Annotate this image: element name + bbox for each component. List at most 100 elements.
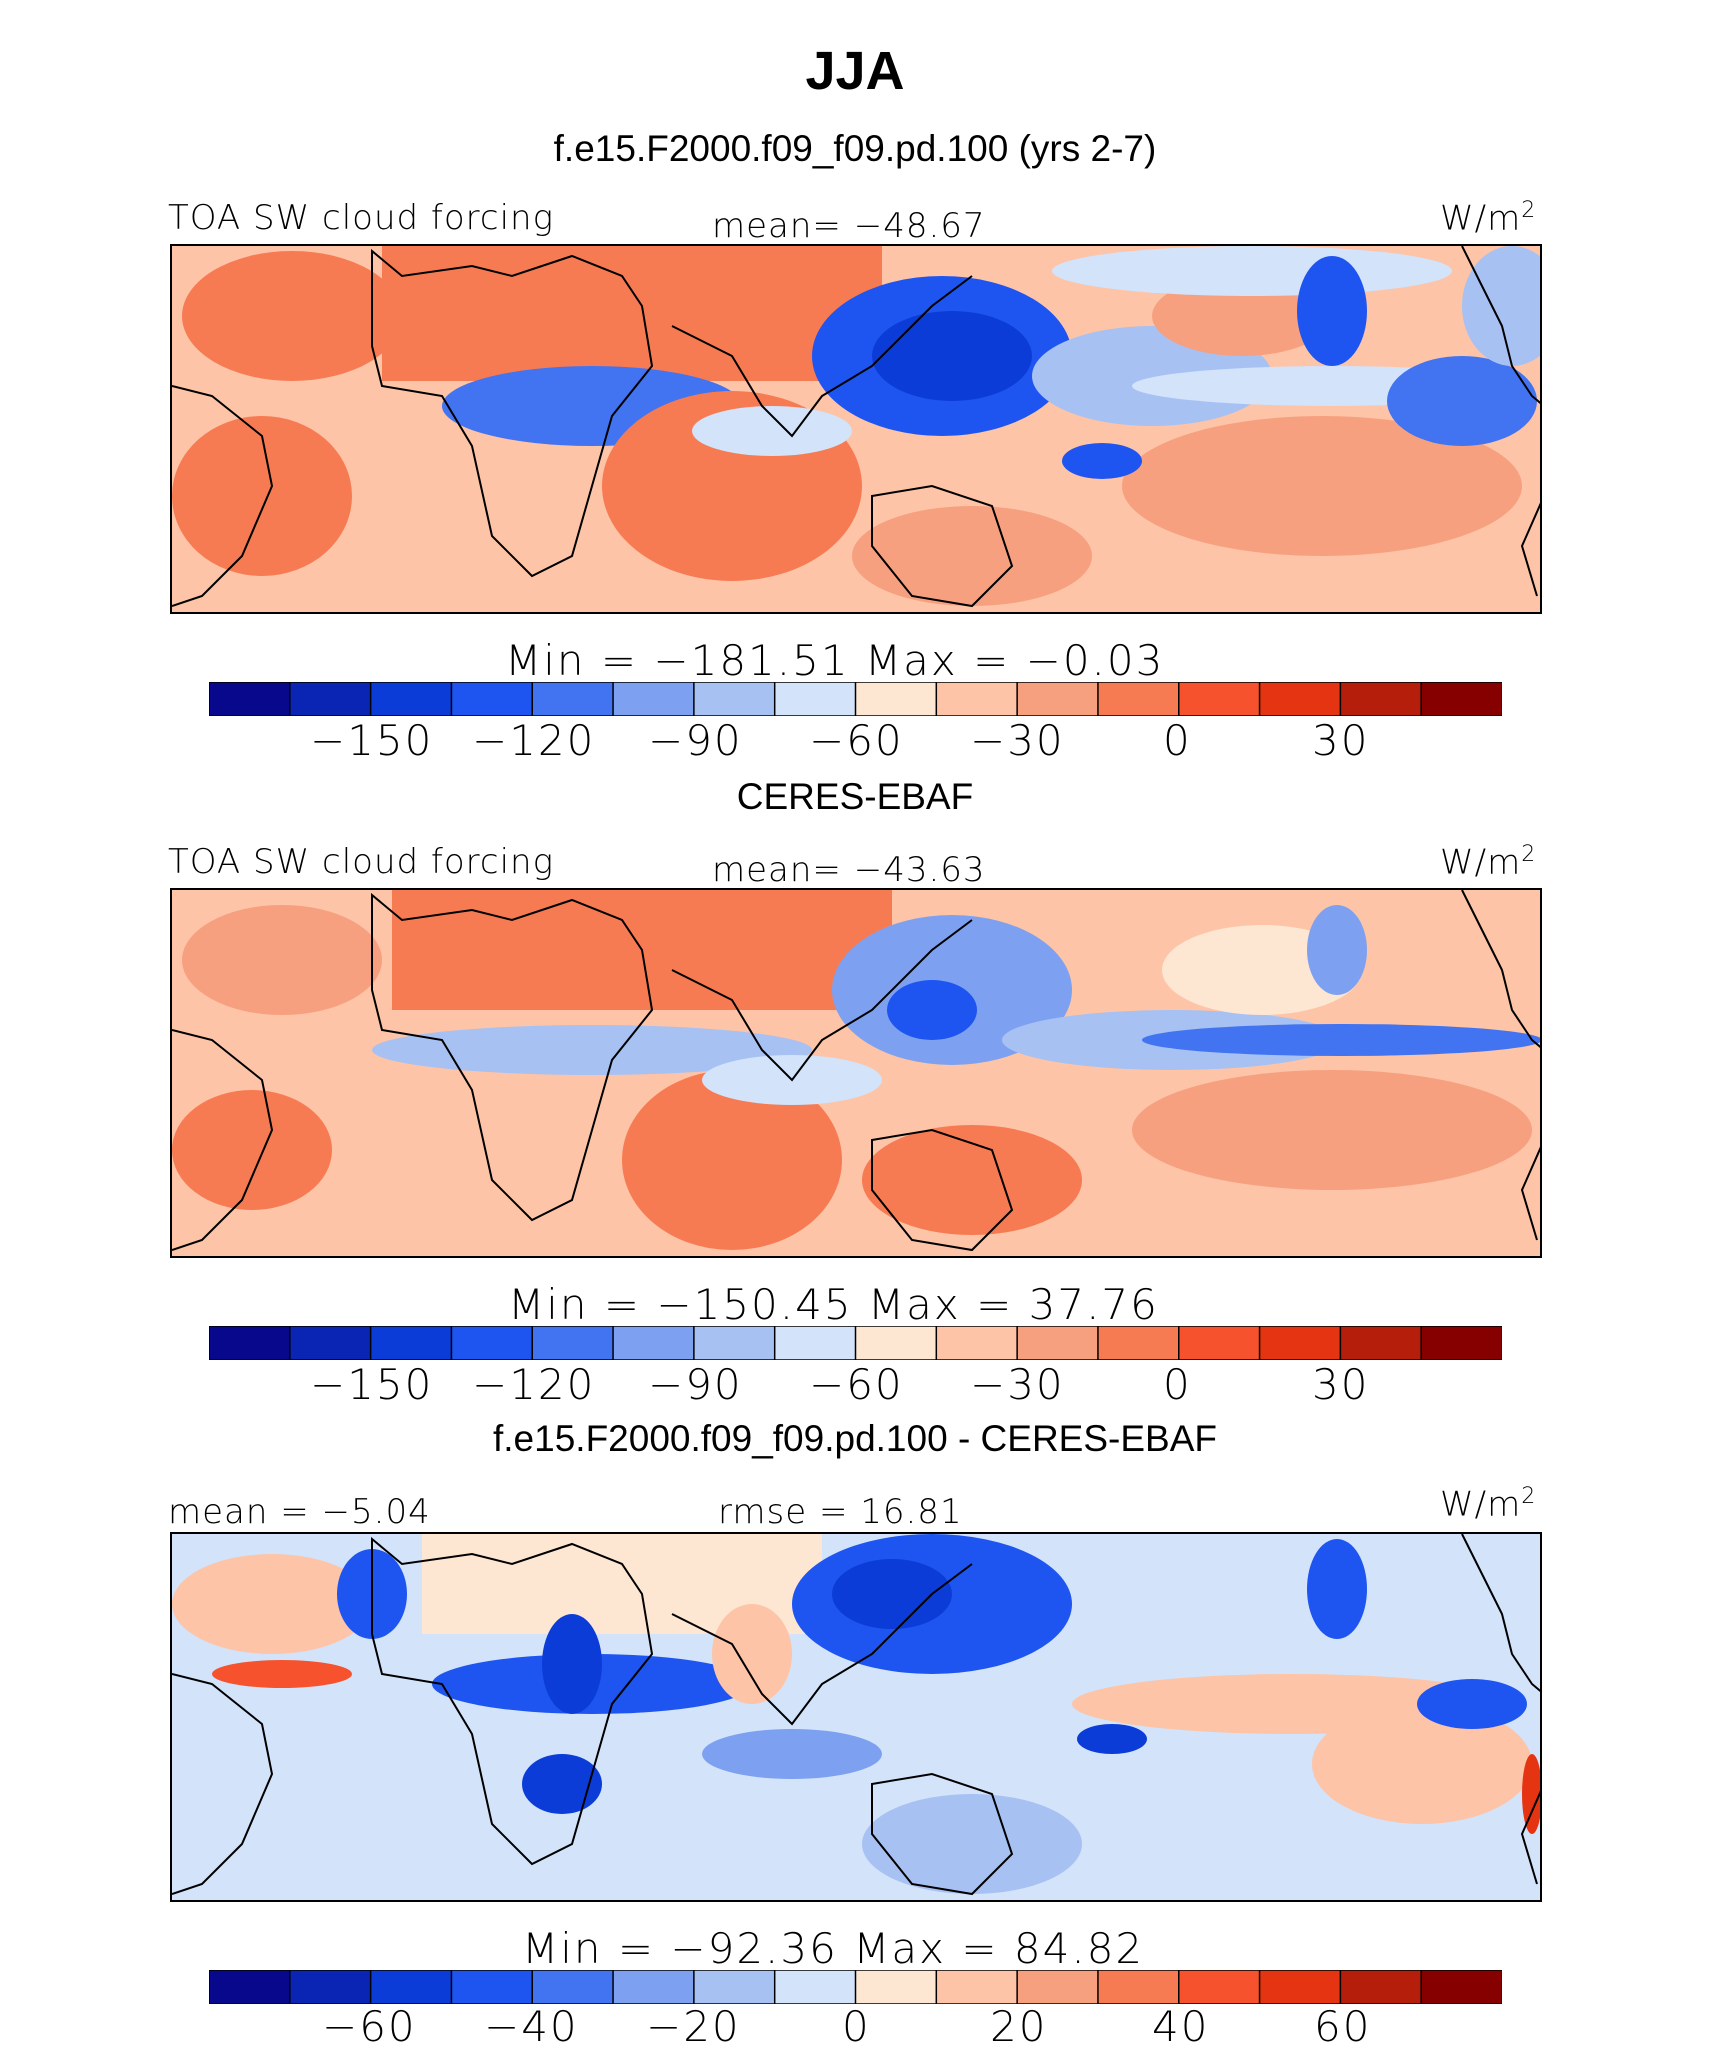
panel1-colorbar-swatch-6 — [693, 682, 776, 716]
panel2-colorbar-swatch-15 — [1420, 1326, 1502, 1360]
panel1-coast-peru — [1520, 502, 1540, 597]
panel1-patch-epac — [1122, 416, 1522, 556]
panel1-colorbar-swatch-1 — [289, 682, 372, 716]
panel1-mean-label: mean= −48.67 — [712, 206, 986, 246]
panel1-map — [170, 244, 1542, 614]
panel3-tick-6: 60 — [1314, 2002, 1372, 2051]
panel1-colorbar-swatch-5 — [612, 682, 696, 716]
panel2-colorbar-swatch-12 — [1178, 1326, 1261, 1360]
panel1-tick-2: −90 — [648, 716, 743, 765]
panel2-tick-5: 0 — [1163, 1360, 1192, 1409]
panel2-minmax: Min = −150.45 Max = 37.76 — [508, 1280, 1159, 1329]
panel1-patch-centam — [1387, 356, 1537, 446]
panel2-map-svg — [172, 890, 1540, 1256]
panel3-patch-natl-band — [212, 1660, 352, 1688]
panel2-tick-0: −150 — [310, 1360, 434, 1409]
panel2-patch-epac — [1132, 1070, 1532, 1190]
panel3-colorbar-swatch-14 — [1339, 1970, 1423, 2004]
panel3-colorbar-swatch-3 — [450, 1970, 534, 2004]
panel2-tick-2: −90 — [648, 1360, 743, 1409]
panel2-colorbar-swatch-1 — [289, 1326, 372, 1360]
panel2-colorbar-swatch-7 — [773, 1326, 857, 1360]
panel2-variable-label: TOA SW cloud forcing — [168, 842, 554, 882]
panel3-colorbar-swatch-5 — [612, 1970, 696, 2004]
panel1-coast-australia — [871, 484, 1014, 608]
panel2-coast-asia — [671, 919, 973, 1082]
panel1-colorbar-swatch-14 — [1339, 682, 1423, 716]
panel3-tick-3: 0 — [842, 2002, 871, 2051]
panel2-patch-calif — [1307, 905, 1367, 995]
panel3-units-sup: 2 — [1521, 1484, 1537, 1509]
panel3-coast-samerica — [172, 1673, 274, 1895]
panel3-tick-1: −40 — [484, 2002, 579, 2051]
panel2-map — [170, 888, 1542, 1258]
panel1-colorbar-swatch-8 — [854, 682, 938, 716]
panel1-minmax: Min = −181.51 Max = −0.03 — [505, 636, 1165, 685]
panel3-patch-monsoon-core — [832, 1559, 952, 1629]
panel3-tick-4: 20 — [990, 2002, 1048, 2051]
panel2-colorbar-swatch-10 — [1016, 1326, 1100, 1360]
panel3-coast-africa — [371, 1536, 654, 1866]
panel2-colorbar-swatch-5 — [612, 1326, 696, 1360]
panel2-tick-4: −30 — [970, 1360, 1065, 1409]
panel2-tick-1: −120 — [472, 1360, 596, 1409]
panel2-units-sup: 2 — [1521, 842, 1537, 867]
panel3-colorbar-swatch-6 — [693, 1970, 776, 2004]
panel3-colorbar-swatch-8 — [854, 1970, 938, 2004]
panel1-tick-6: 30 — [1312, 716, 1370, 765]
panel3-patch-australia — [862, 1794, 1082, 1894]
panel1-colorbar-swatch-7 — [773, 682, 857, 716]
figure-title: JJA — [805, 41, 905, 101]
panel2-patch-itcz — [1142, 1024, 1540, 1056]
panel1-patch-calif — [1297, 256, 1367, 366]
panel1-patch-npac — [1152, 276, 1332, 356]
panel3-colorbar-swatch-10 — [1016, 1970, 1100, 2004]
panel3-patch-natl — [172, 1554, 372, 1654]
panel1-colorbar — [209, 682, 1502, 716]
panel2-colorbar-svg — [209, 1326, 1502, 1360]
panel2-tick-3: −60 — [809, 1360, 904, 1409]
panel3-patch-arabian — [712, 1604, 792, 1704]
panel3-patch-ethiopia — [542, 1614, 602, 1714]
panel1-coast-samerica — [172, 385, 274, 607]
panel3-colorbar — [209, 1970, 1502, 2004]
panel2-coast-africa — [371, 892, 654, 1222]
panel1-patch-npac-north — [1052, 246, 1452, 296]
panel1-patch-monsoon-core — [872, 311, 1032, 401]
panel1-colorbar-swatch-13 — [1258, 682, 1342, 716]
panel2-patch-natl — [182, 905, 382, 1015]
panel1-tick-4: −30 — [970, 716, 1065, 765]
panel1-patch-maritime — [1062, 443, 1142, 479]
panel1-variable-label: TOA SW cloud forcing — [168, 198, 554, 238]
panel2-patch-safrica — [622, 1070, 842, 1250]
panel2-colorbar-swatch-0 — [209, 1326, 292, 1360]
panel3-colorbar-swatch-7 — [773, 1970, 857, 2004]
panel1-colorbar-swatch-15 — [1420, 682, 1502, 716]
panel1-colorbar-swatch-11 — [1097, 682, 1180, 716]
panel3-patch-io — [702, 1729, 882, 1779]
panel2-mean-label: mean= −43.63 — [712, 850, 986, 890]
panel1-coast-africa — [371, 248, 654, 578]
panel3-tick-2: −20 — [646, 2002, 741, 2051]
panel2-coast-namerica — [1461, 890, 1540, 1048]
panel1-units: W/m2 — [1440, 198, 1536, 238]
panel1-units-sup: 2 — [1521, 198, 1537, 223]
panel2-colorbar-swatch-11 — [1097, 1326, 1180, 1360]
panel3-coast-australia — [871, 1772, 1014, 1896]
panel1-colorbar-svg — [209, 682, 1502, 716]
panel3-colorbar-swatch-0 — [209, 1970, 292, 2004]
panel3-patch-maritime — [1077, 1724, 1147, 1754]
panel2-coast-australia — [871, 1128, 1014, 1252]
panel1-patch-satl — [172, 416, 352, 576]
panel3-patch-peru — [1522, 1754, 1540, 1834]
panel3-patch-centam — [1417, 1679, 1527, 1729]
panel3-colorbar-svg — [209, 1970, 1502, 2004]
panel2-units: W/m2 — [1440, 842, 1536, 882]
panel2-patch-namerica — [1422, 890, 1540, 1010]
panel1-colorbar-swatch-12 — [1178, 682, 1261, 716]
panel1-patch-io — [692, 406, 852, 456]
panel2-colorbar-swatch-8 — [854, 1326, 938, 1360]
panel3-map-svg — [172, 1534, 1540, 1900]
panel3-colorbar-swatch-13 — [1258, 1970, 1342, 2004]
panel3-patch-calif — [1307, 1539, 1367, 1639]
